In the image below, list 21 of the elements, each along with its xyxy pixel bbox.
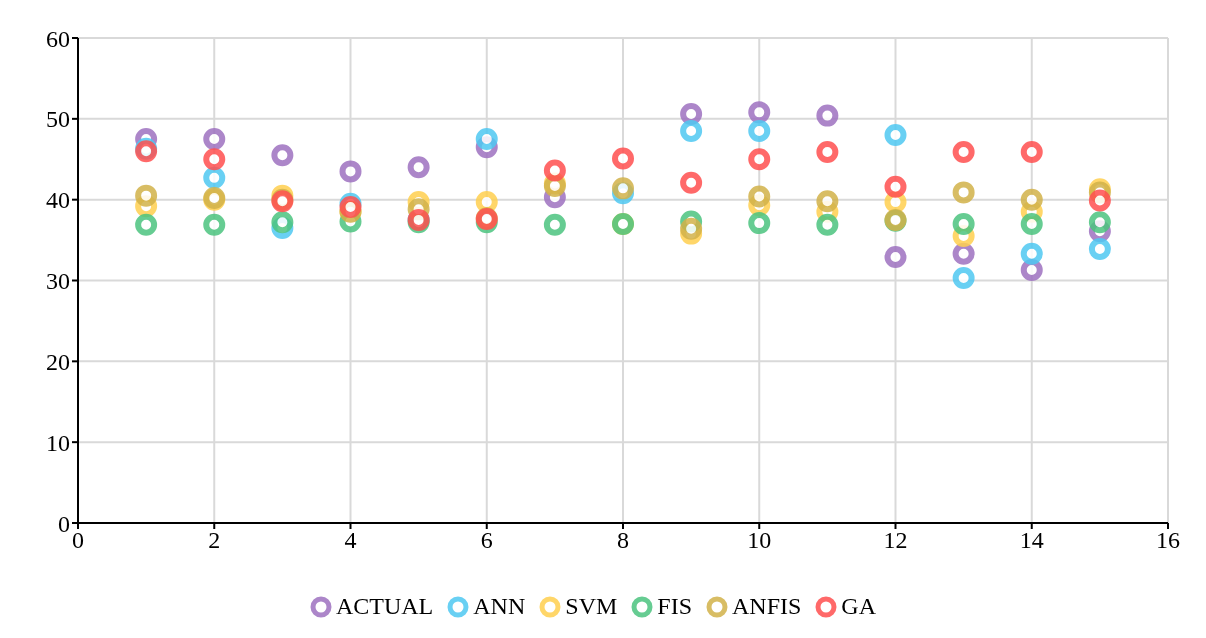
y-tick-label: 60 [46,25,70,52]
legend-label: ANN [472,593,526,620]
y-tick-label: 40 [46,187,70,214]
legend-label: FIS [656,593,692,620]
legend-label: ACTUAL [334,593,434,620]
y-tick-label: 10 [46,429,70,456]
legend-label: ANFIS [731,593,802,620]
x-tick-label: 16 [1156,527,1180,554]
x-tick-label: 14 [1019,527,1044,554]
x-tick-label: 12 [883,527,908,554]
legend-label: SVM [564,593,618,620]
legend-label: GA [840,593,877,620]
y-tick-label: 0 [58,510,70,537]
x-tick-label: 6 [480,527,493,554]
x-tick-label: 10 [747,527,772,554]
x-tick-label: 4 [344,527,357,554]
y-tick-label: 30 [46,268,70,295]
x-tick-label: 2 [208,527,221,554]
y-tick-label: 50 [46,106,70,133]
x-tick-label: 8 [617,527,629,554]
y-tick-label: 20 [46,348,70,375]
